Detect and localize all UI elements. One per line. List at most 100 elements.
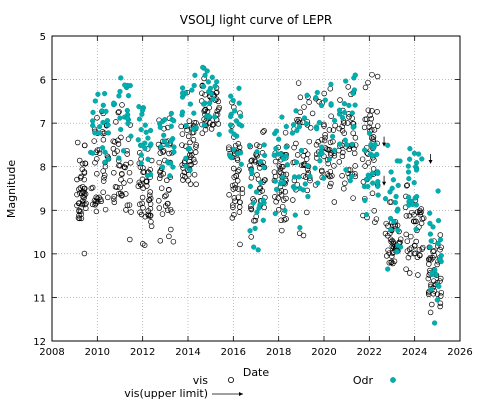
odr-point [385,266,391,272]
odr-point [236,100,242,106]
odr-point [304,92,310,98]
odr-point [394,208,400,214]
vis-point [438,275,444,282]
vis-point [403,231,409,238]
odr-point [349,110,355,116]
odr-series [87,64,444,326]
vis-point [234,178,241,184]
odr-point [407,156,413,162]
odr-point [346,102,352,109]
vis-point [256,185,263,192]
odr-point [262,152,268,159]
vis-point [321,123,327,129]
odr-point [212,114,218,120]
vis-point [199,90,205,96]
vis-point [251,218,257,224]
vis-point [371,127,378,133]
vis-point [79,183,86,190]
odr-point [337,141,343,147]
vis-point [321,90,327,97]
vis-point [252,158,259,165]
vis-point [139,176,146,183]
odr-point [273,145,279,152]
odr-point [411,150,418,156]
vis-point [306,99,312,105]
vis-point [136,179,143,186]
vis-point [118,176,124,183]
vis-point [271,169,278,175]
vis-point [298,162,305,168]
vis-point [76,208,82,215]
odr-point [388,169,394,175]
vis-point [235,194,242,200]
vis-point [413,218,419,225]
odr-point [292,185,298,191]
vis-point [121,180,127,186]
odr-point [124,115,131,121]
vis-point [254,172,260,178]
odr-point [319,144,325,150]
odr-point [272,178,279,184]
odr-point [102,149,108,155]
vis-point [185,133,192,140]
vis-point [341,120,347,126]
vis-point [187,139,193,146]
vis-point [237,199,243,205]
odr-point [135,137,141,143]
odr-point [125,120,131,127]
vis-point [248,175,255,181]
vis-point [230,165,237,172]
odr-point [340,115,346,121]
vis-point [275,207,282,213]
vis-point [116,108,122,115]
vis-point [281,217,288,223]
odr-point [159,164,166,170]
vis-point [119,171,125,178]
vis-point [313,155,320,161]
vis-point [147,195,154,202]
vis-point [256,143,263,150]
vis-point [74,176,80,183]
vis-point [301,104,307,110]
vis-point [339,173,345,179]
odr-point [103,108,109,115]
vis-point [388,259,395,265]
vis-point [389,237,395,244]
vis-point [344,120,351,126]
vis-point [187,181,194,187]
odr-point [281,180,287,186]
vis-point [146,197,152,204]
odr-point [183,163,189,169]
vis-point [346,114,352,120]
odr-point [200,64,206,71]
vis-point [248,206,255,213]
odr-point [367,174,373,180]
vis-point [397,236,404,242]
vis-point [411,218,417,225]
vis-point [359,156,366,162]
vis-point [236,204,243,210]
vis-point [168,226,174,233]
odr-point [407,146,413,152]
odr-point [101,90,108,97]
vis-point [166,186,172,193]
vis-point [337,97,343,103]
odr-point [171,149,177,155]
odr-point [370,170,376,176]
odr-point [317,158,323,164]
vis-point [163,192,169,199]
vis-point [304,209,310,216]
odr-point [332,147,338,153]
odr-point [254,149,260,155]
odr-point [95,91,101,97]
vis-point [319,168,325,175]
odr-point [314,89,320,96]
upper-limit-arrowhead [382,142,387,147]
odr-point [436,283,442,290]
vis-point [128,209,134,215]
vis-point [156,175,163,182]
vis-point [231,195,238,201]
odr-point [143,129,149,135]
odr-point [316,119,323,126]
odr-point [375,183,381,189]
